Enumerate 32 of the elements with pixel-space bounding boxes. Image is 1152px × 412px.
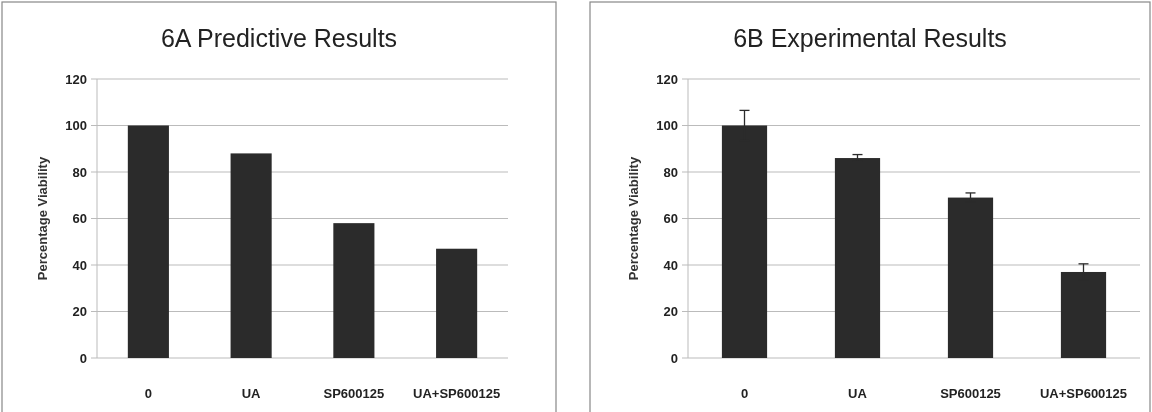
- y-tick-label: 0: [670, 350, 678, 366]
- y-tick-label: 60: [72, 211, 87, 227]
- y-tick-label: 20: [663, 304, 678, 320]
- x-tick-label: 0: [740, 386, 749, 401]
- y-tick-label: 40: [663, 257, 678, 273]
- bar: [333, 223, 375, 358]
- x-tick-label: UA: [848, 386, 868, 401]
- y-axis-title: Percentage Viability: [626, 156, 641, 281]
- y-tick-label: 40: [72, 257, 87, 273]
- x-tick-label: SP600125: [940, 386, 1001, 401]
- x-tick-label: 0: [144, 386, 152, 401]
- x-tick-label: SP600125: [323, 386, 385, 401]
- x-tick-label: UA: [241, 386, 262, 401]
- x-tick-label: UA+SP600125: [1039, 386, 1128, 401]
- bar: [947, 197, 994, 358]
- y-axis-title: Percentage Viability: [35, 156, 50, 281]
- y-tick-label: 80: [72, 164, 87, 180]
- chart-title: 6A Predictive Results: [160, 24, 398, 52]
- y-tick-label: 120: [65, 71, 87, 87]
- y-tick-label: 20: [72, 304, 87, 320]
- bar: [230, 153, 272, 358]
- y-tick-label: 80: [663, 164, 678, 180]
- y-tick-label: 60: [663, 211, 678, 227]
- y-tick-label: 0: [79, 350, 87, 366]
- y-tick-label: 100: [656, 118, 678, 134]
- bar: [436, 248, 478, 358]
- y-tick-label: 100: [65, 118, 87, 134]
- x-tick-label: UA+SP600125: [413, 386, 501, 401]
- y-tick-label: 120: [656, 71, 678, 87]
- bar: [127, 125, 169, 358]
- chart-title: 6B Experimental Results: [733, 24, 1007, 52]
- bar: [834, 158, 881, 358]
